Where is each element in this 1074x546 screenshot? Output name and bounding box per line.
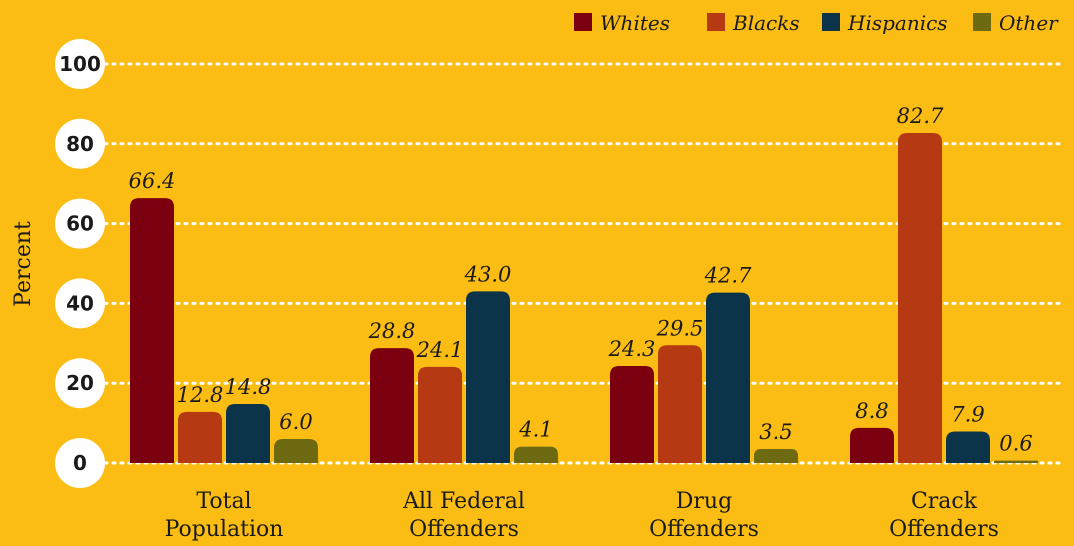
y-tick-label-100: 100 <box>59 52 101 76</box>
bar-hispanics-0 <box>226 403 270 463</box>
x-tick-label-line: All Federal <box>402 489 525 514</box>
bar-hispanics-1 <box>466 291 510 463</box>
data-label-hispanics-3: 7.9 <box>951 402 984 426</box>
data-label-whites-0: 66.4 <box>129 169 176 193</box>
data-label-other-0: 6.0 <box>279 410 312 434</box>
data-label-hispanics-2: 42.7 <box>704 264 752 288</box>
data-label-hispanics-0: 14.8 <box>225 375 272 399</box>
x-tick-label-3: Crack Offenders <box>889 489 999 542</box>
legend-swatch-other <box>973 13 991 31</box>
y-tick-label-0: 0 <box>73 451 87 475</box>
bar-blacks-3 <box>898 133 942 464</box>
legend-label-blacks: Blacks <box>732 11 800 35</box>
x-tick-label-line: Population <box>165 517 284 542</box>
legend: Whites Blacks Hispanics Other <box>574 11 1059 35</box>
bar-hispanics-3 <box>946 431 990 463</box>
y-tick-circle-80 <box>55 118 105 169</box>
x-tick-label-line: Offenders <box>649 517 759 542</box>
legend-swatch-blacks <box>707 13 725 31</box>
legend-swatch-whites <box>574 13 592 31</box>
data-label-other-1: 4.1 <box>518 418 552 442</box>
legend-label-whites: Whites <box>600 11 670 35</box>
y-tick-circle-60 <box>55 198 105 249</box>
data-label-blacks-1: 24.1 <box>416 338 464 362</box>
bar-other-0 <box>274 439 318 463</box>
data-label-whites-1: 28.8 <box>368 319 416 343</box>
data-label-other-2: 3.5 <box>759 420 792 444</box>
legend-label-other: Other <box>999 11 1059 35</box>
y-tick-label-20: 20 <box>66 371 94 395</box>
bar-blacks-1 <box>418 366 462 463</box>
y-tick-circle-20 <box>55 358 105 409</box>
legend-label-hispanics: Hispanics <box>847 11 948 35</box>
y-tick-circle-100 <box>55 39 105 89</box>
y-tick-circle-40 <box>55 278 105 329</box>
x-tick-label-line: Total <box>196 489 251 514</box>
bar-other-3 <box>994 460 1038 463</box>
x-tick-label-line: Offenders <box>889 517 999 542</box>
data-labels: 66.4 12.8 14.8 6.0 28.824.1 43.0 4.1 24.329.5 42… <box>129 104 1033 456</box>
x-tick-label-line: Drug <box>676 489 732 514</box>
y-tick-circle-0 <box>55 438 105 488</box>
x-tick-label-line: Crack <box>911 489 978 514</box>
x-axis: Total Population All Federal Offenders Drug O… <box>165 489 999 542</box>
bars <box>130 133 1038 464</box>
bar-blacks-2 <box>658 345 702 463</box>
x-tick-label-1: All Federal Offenders <box>402 489 525 542</box>
data-label-blacks-3: 82.7 <box>897 104 944 128</box>
y-axis: 0 20 40 60 80 100 <box>55 39 105 488</box>
data-label-blacks-0: 12.8 <box>177 383 224 407</box>
x-tick-label-2: Drug Offenders <box>649 489 759 542</box>
data-label-whites-2: 24.3 <box>608 337 656 361</box>
data-label-blacks-2: 29.5 <box>656 316 704 340</box>
legend-swatch-hispanics <box>822 13 840 31</box>
bar-other-1 <box>514 446 558 463</box>
bar-whites-3 <box>850 427 894 463</box>
bar-other-2 <box>754 449 798 463</box>
data-label-whites-3: 8.8 <box>855 399 888 423</box>
bar-whites-1 <box>370 348 414 463</box>
x-tick-label-0: Total Population <box>165 489 284 542</box>
bar-blacks-0 <box>178 411 222 463</box>
y-axis-label: Percent <box>11 221 36 307</box>
y-tick-label-40: 40 <box>66 291 94 315</box>
y-tick-label-60: 60 <box>66 212 94 236</box>
bar-hispanics-2 <box>706 292 750 463</box>
bar-whites-2 <box>610 366 654 463</box>
data-label-hispanics-1: 43.0 <box>464 262 512 286</box>
y-tick-label-80: 80 <box>66 132 94 156</box>
data-label-other-3: 0.6 <box>999 432 1032 456</box>
x-tick-label-line: Offenders <box>409 517 519 542</box>
bar-whites-0 <box>130 198 174 463</box>
